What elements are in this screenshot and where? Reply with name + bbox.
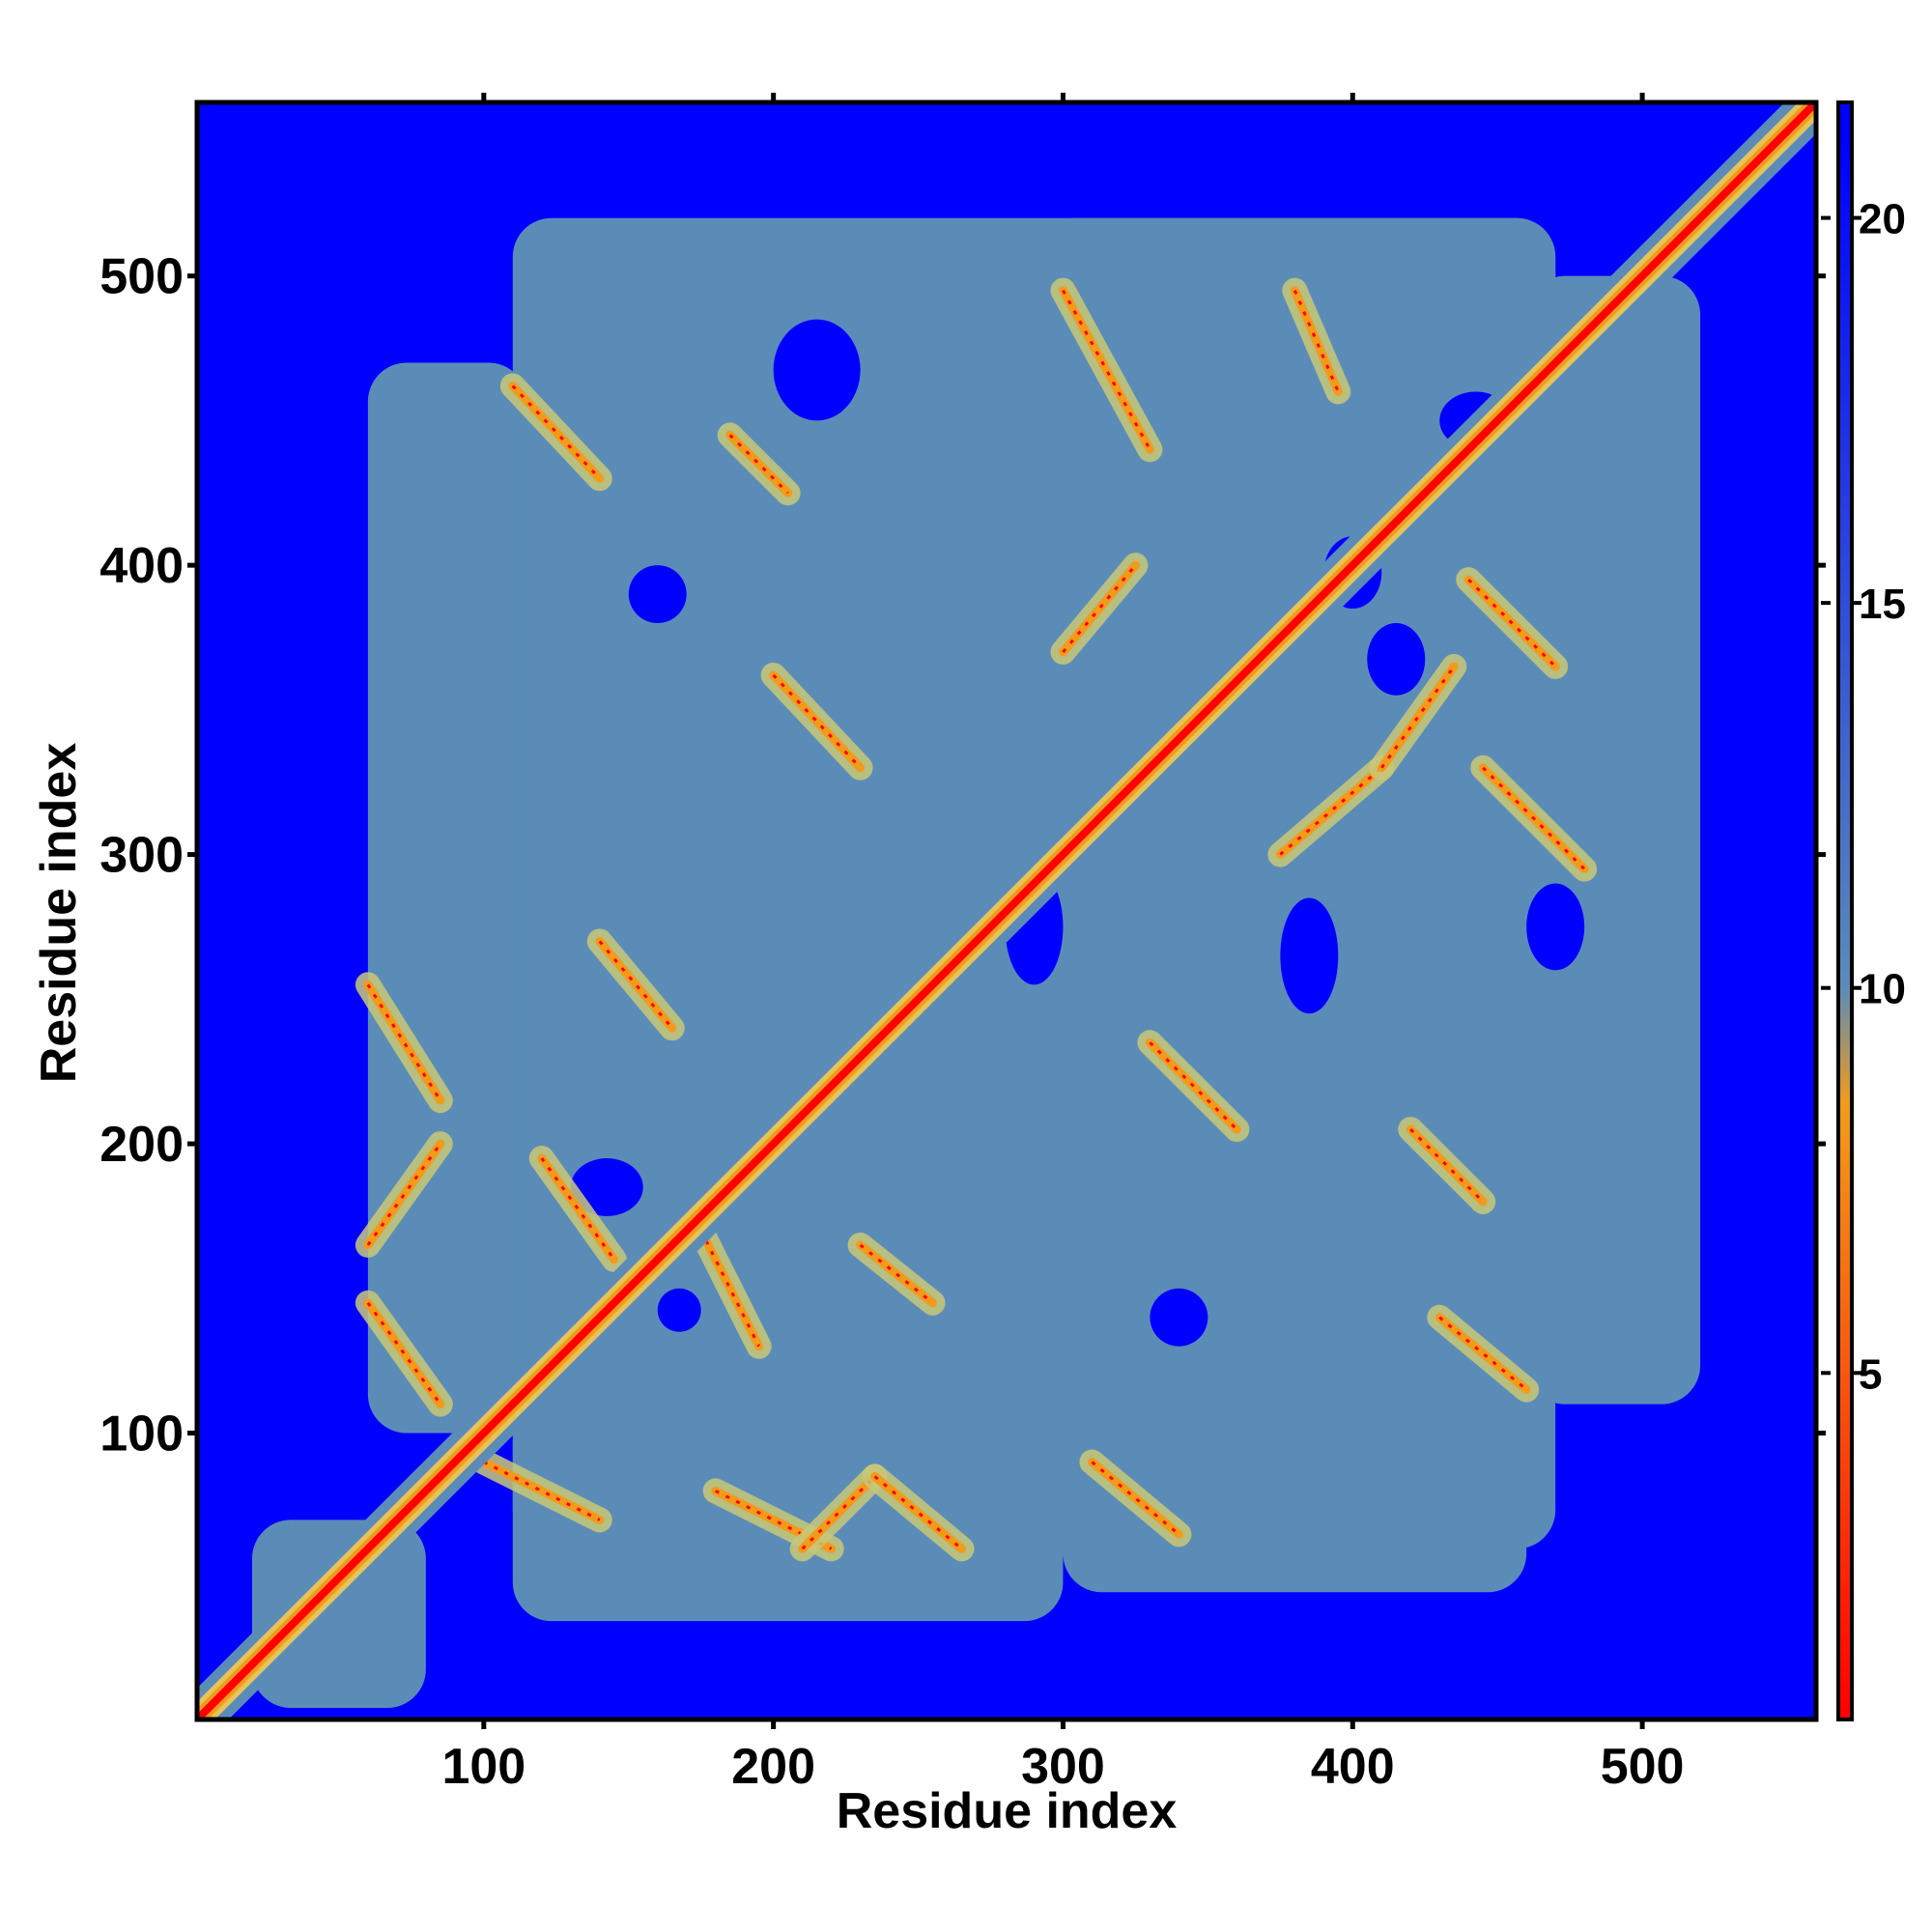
- contact-band: [1377, 662, 1459, 773]
- contact-region: [512, 1404, 1064, 1622]
- x-tick-label: 200: [731, 1739, 815, 1795]
- contact-region: [1526, 275, 1701, 1405]
- colorbar-tick-label: 15: [1859, 581, 1906, 628]
- colorbar-tick-label: 20: [1859, 196, 1906, 243]
- contact-band: [363, 1139, 445, 1250]
- contact-hole: [570, 1158, 643, 1216]
- x-axis-ticks: 100 200 300 400 500: [441, 93, 1684, 1795]
- contact-region: [367, 362, 527, 1434]
- y-tick-label: 500: [99, 249, 184, 305]
- diagonal-band: [197, 102, 1816, 1719]
- contact-band: [1290, 286, 1343, 396]
- x-tick-label: 500: [1601, 1739, 1685, 1795]
- contact-band: [798, 1471, 880, 1553]
- contact-hole: [657, 1288, 701, 1332]
- contact-band-core: [1482, 766, 1586, 870]
- colorbar-tick-label: 10: [1859, 966, 1906, 1013]
- x-tick-label: 400: [1311, 1739, 1395, 1795]
- contact-band-core: [728, 434, 789, 495]
- x-tick-label: 300: [1021, 1739, 1105, 1795]
- plot-frame: [194, 99, 1819, 1722]
- x-tick-label: 100: [441, 1739, 526, 1795]
- contact-hole: [773, 319, 861, 421]
- contact-band-core: [1438, 1316, 1528, 1391]
- contact-band-core: [1467, 579, 1557, 668]
- colorbar-gradient: [1838, 102, 1852, 1719]
- colorbar-tick-label: 5: [1859, 1350, 1882, 1398]
- y-tick-label: 200: [99, 1117, 184, 1173]
- contact-band-core: [1062, 564, 1137, 653]
- contact-band-core: [483, 1461, 601, 1521]
- contact-band: [1275, 763, 1386, 860]
- contact-hole: [1150, 1288, 1208, 1347]
- colorbar-ticks: 5 10 15 20: [1816, 196, 1906, 1436]
- x-axis-title: Residue index: [837, 1783, 1178, 1839]
- diagonal-core: [197, 102, 1816, 1719]
- contact-hole: [1367, 623, 1426, 696]
- contact-hole: [1526, 883, 1585, 971]
- heatmap-plot-area: [197, 102, 1816, 1719]
- contact-band-core: [511, 384, 601, 480]
- y-tick-label: 100: [99, 1406, 184, 1463]
- y-axis-title: Residue index: [31, 743, 87, 1084]
- contact-bands: [355, 277, 1598, 1562]
- contact-hole: [628, 565, 687, 624]
- contact-band: [363, 980, 445, 1105]
- colorbar-frame: [1836, 100, 1854, 1721]
- contact-region: [251, 1520, 426, 1709]
- contact-band: [537, 1153, 619, 1264]
- contact-band-core: [772, 673, 862, 769]
- contact-band-core: [699, 1230, 760, 1348]
- contact-band: [1406, 1124, 1488, 1207]
- y-tick-label: 400: [99, 538, 184, 594]
- contact-band: [363, 1298, 445, 1409]
- colorbar: 5 10 15 20: [1816, 100, 1906, 1721]
- contact-band-core: [873, 1475, 963, 1550]
- y-axis-ticks: 100 200 300 400 500: [99, 249, 197, 1463]
- contact-band-core: [1091, 1461, 1180, 1536]
- contact-band-core: [859, 1243, 934, 1304]
- contact-hole: [1280, 897, 1339, 1014]
- contact-band-core: [598, 940, 673, 1030]
- y-tick-label: 300: [99, 828, 184, 884]
- contact-band-core: [1062, 289, 1151, 451]
- contact-band-core: [1149, 1041, 1238, 1131]
